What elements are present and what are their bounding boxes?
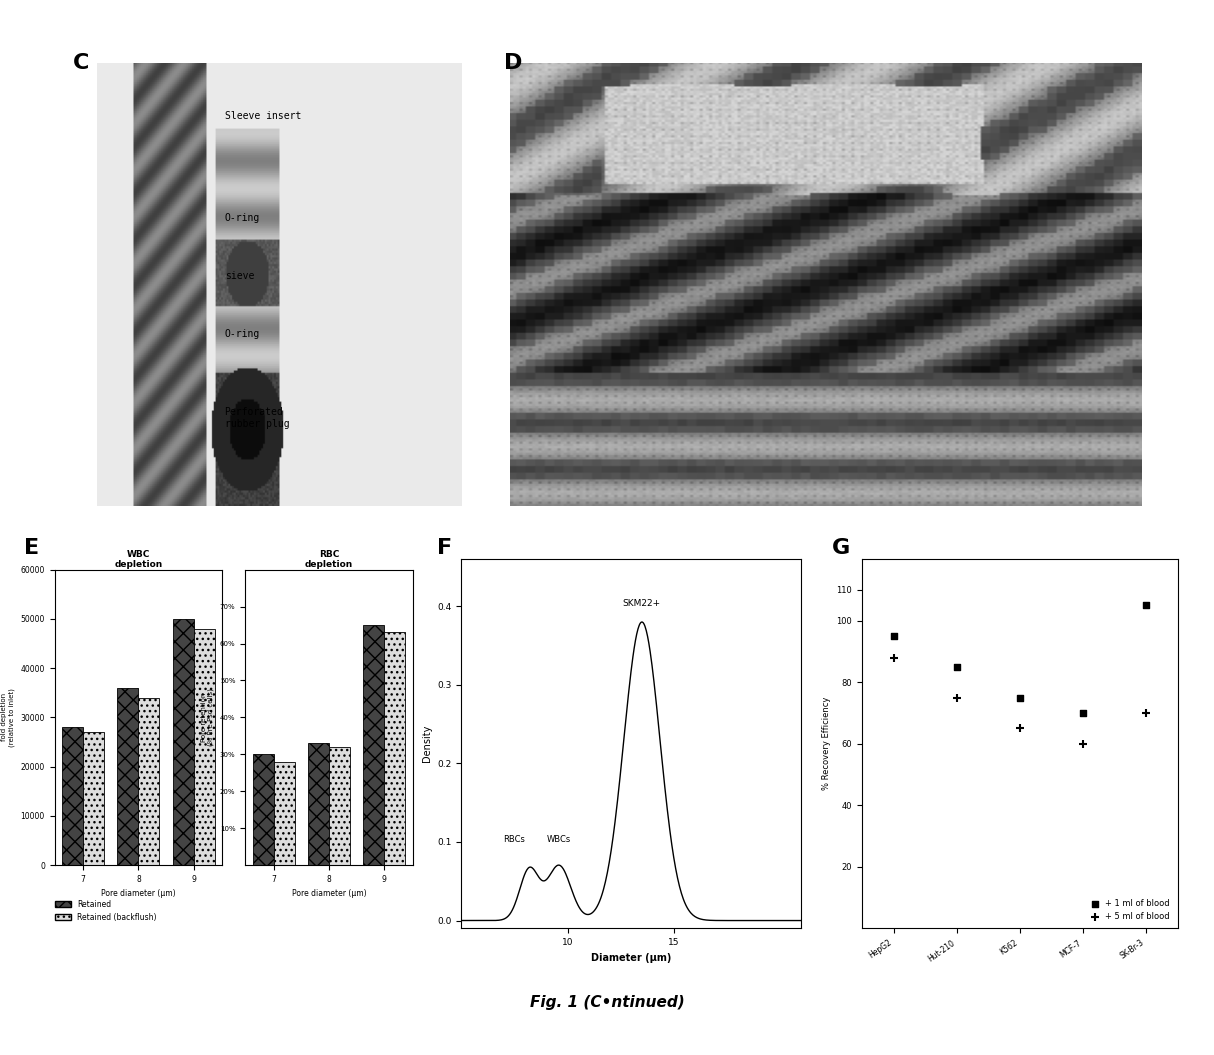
Text: SKM22+: SKM22+ xyxy=(623,599,660,609)
Text: G: G xyxy=(832,538,850,558)
Text: E: E xyxy=(24,538,39,558)
Bar xyxy=(329,747,350,865)
Legend: + 1 ml of blood, + 5 ml of blood: + 1 ml of blood, + 5 ml of blood xyxy=(1087,896,1174,924)
Bar xyxy=(193,629,215,865)
+ 1 ml of blood xyxy=(947,658,966,675)
Bar xyxy=(308,743,329,865)
+ 5 ml of blood xyxy=(884,649,903,666)
Text: Perforated
rubber plug: Perforated rubber plug xyxy=(225,407,289,428)
Text: Fig. 1 (C•ntinued): Fig. 1 (C•ntinued) xyxy=(529,995,685,1010)
+ 5 ml of blood xyxy=(1010,720,1029,736)
Y-axis label: % Recovery Efficiency: % Recovery Efficiency xyxy=(822,697,830,790)
Bar xyxy=(118,688,138,865)
Bar xyxy=(384,632,405,865)
Bar xyxy=(138,697,159,865)
Y-axis label: Density: Density xyxy=(421,725,432,763)
Title: WBC
depletion: WBC depletion xyxy=(114,550,163,569)
+ 1 ml of blood xyxy=(884,628,903,645)
+ 1 ml of blood xyxy=(1010,689,1029,706)
Bar xyxy=(84,732,104,865)
+ 5 ml of blood xyxy=(1073,735,1093,752)
+ 1 ml of blood xyxy=(1136,597,1156,614)
Legend: Retained, Retained (backflush): Retained, Retained (backflush) xyxy=(52,897,159,924)
Bar xyxy=(172,619,193,865)
+ 1 ml of blood xyxy=(1073,705,1093,722)
Text: F: F xyxy=(437,538,452,558)
Text: C: C xyxy=(73,53,89,73)
Y-axis label: Pore retention
(% Pre-Psd cells): Pore retention (% Pre-Psd cells) xyxy=(200,689,215,746)
X-axis label: Diameter (μm): Diameter (μm) xyxy=(591,953,671,962)
Text: D: D xyxy=(504,53,522,73)
Text: Sleeve insert: Sleeve insert xyxy=(225,112,301,121)
Y-axis label: fold depletion
(relative to inlet): fold depletion (relative to inlet) xyxy=(1,688,15,747)
Text: WBCs: WBCs xyxy=(548,835,571,844)
Text: RBCs: RBCs xyxy=(504,835,526,844)
Text: O-ring: O-ring xyxy=(225,328,260,339)
Title: RBC
depletion: RBC depletion xyxy=(305,550,353,569)
Bar xyxy=(253,754,274,865)
X-axis label: Pore diameter (μm): Pore diameter (μm) xyxy=(291,889,367,899)
+ 5 ml of blood xyxy=(947,689,966,706)
Text: sieve: sieve xyxy=(225,271,254,281)
Bar xyxy=(363,625,384,865)
X-axis label: Pore diameter (μm): Pore diameter (μm) xyxy=(101,889,176,899)
Bar xyxy=(62,727,84,865)
Text: O-ring: O-ring xyxy=(225,213,260,224)
+ 5 ml of blood xyxy=(1136,705,1156,722)
Bar xyxy=(274,762,295,865)
